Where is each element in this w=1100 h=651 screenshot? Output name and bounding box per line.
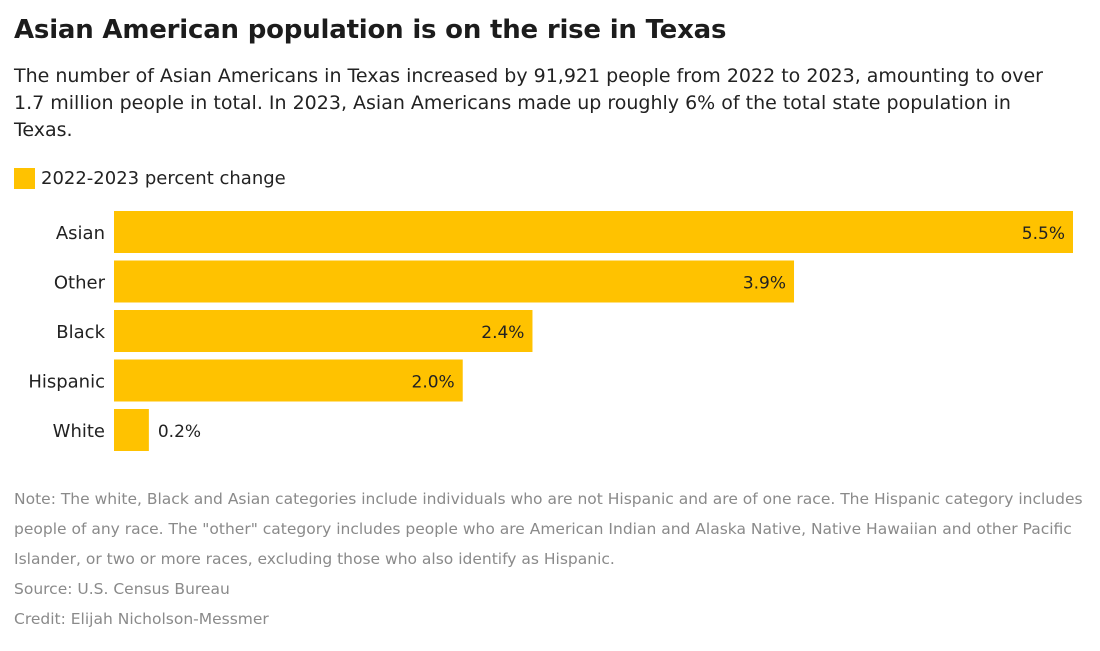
category-label-black: Black (56, 322, 105, 343)
bar-chart: Asian 5.5% Other 3.9% Black 2.4% Hispanic 2.0% W… (28, 211, 1073, 451)
legend-label: 2022-2023 percent change (41, 167, 286, 189)
value-label-hispanic: 2.0% (412, 373, 455, 393)
bar-other (114, 260, 795, 303)
value-label-white: 0.2% (158, 422, 201, 442)
bar-hispanic (114, 359, 463, 402)
legend-swatch (14, 167, 35, 189)
legend: 2022-2023 percent change (14, 165, 286, 191)
value-label-black: 2.4% (481, 323, 524, 343)
chart-title: Asian American population is on the rise… (14, 15, 727, 45)
bar-black (114, 310, 533, 352)
chart-notes: Note: The white, Black and Asian categor… (14, 484, 1089, 634)
category-label-asian: Asian (56, 223, 105, 244)
bar-white (114, 409, 149, 451)
credit-text: Credit: Elijah Nicholson-Messmer (14, 610, 269, 628)
note-text: Note: The white, Black and Asian categor… (14, 490, 1083, 568)
category-label-other: Other (54, 273, 106, 294)
category-label-white: White (53, 421, 105, 442)
source-text: Source: U.S. Census Bureau (14, 580, 230, 598)
chart-subtitle: The number of Asian Americans in Texas i… (14, 65, 1043, 141)
category-label-hispanic: Hispanic (28, 372, 105, 393)
value-label-other: 3.9% (743, 274, 786, 294)
bar-asian (114, 211, 1073, 253)
value-label-asian: 5.5% (1022, 224, 1065, 244)
